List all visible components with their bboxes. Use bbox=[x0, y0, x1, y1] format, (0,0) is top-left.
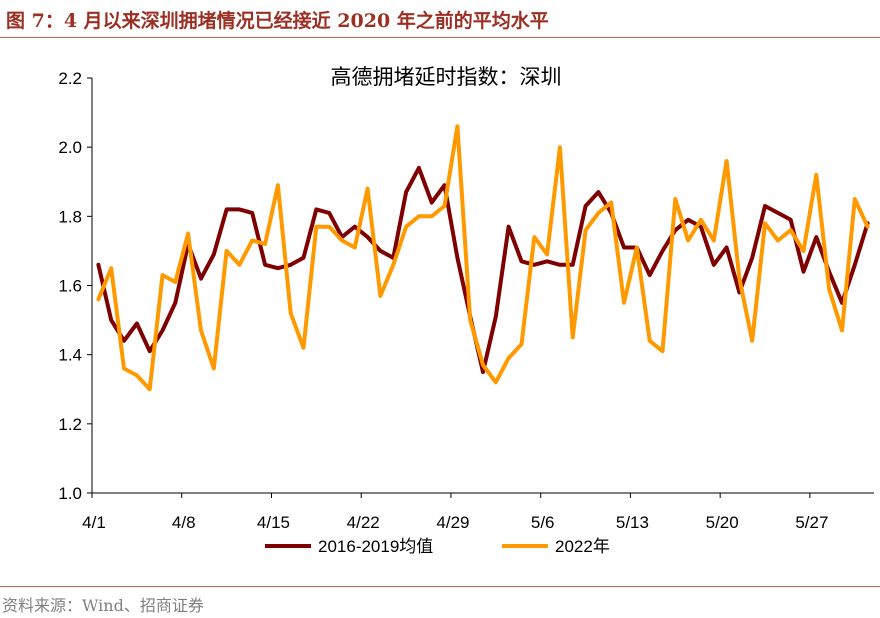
legend-label-1: 2022年 bbox=[555, 537, 610, 556]
y-tick-label: 1.2 bbox=[58, 415, 82, 434]
y-tick-label: 2.0 bbox=[58, 138, 82, 157]
x-tick-label: 4/15 bbox=[257, 513, 290, 532]
figure-header: 图 7：4 月以来深圳拥堵情况已经接近 2020 年之前的平均水平 bbox=[0, 0, 880, 38]
x-tick-label: 4/1 bbox=[82, 513, 106, 532]
header-rule bbox=[0, 37, 880, 38]
series-line-1 bbox=[96, 124, 870, 392]
footer-rule bbox=[0, 586, 880, 587]
legend-label-0: 2016-2019均值 bbox=[318, 537, 433, 556]
y-tick-label: 1.6 bbox=[58, 277, 82, 296]
y-tick-label: 1.0 bbox=[58, 484, 82, 503]
line-chart: 高德拥堵延时指数：深圳 1.0 1.2 1.4 1.6 1.8 2.0 2.2 4/1 4/8 4/… bbox=[58, 65, 874, 556]
figure-title: 图 7：4 月以来深圳拥堵情况已经接近 2020 年之前的平均水平 bbox=[6, 10, 549, 32]
x-tick-label: 4/8 bbox=[172, 513, 196, 532]
x-tick-label: 5/6 bbox=[531, 513, 555, 532]
y-tick-label: 2.2 bbox=[58, 69, 82, 88]
x-tick-label: 4/22 bbox=[347, 513, 380, 532]
x-tick-label: 5/13 bbox=[616, 513, 649, 532]
source-note: 资料来源：Wind、招商证券 bbox=[2, 596, 204, 615]
chart-title: 高德拥堵延时指数：深圳 bbox=[331, 65, 562, 89]
y-tick-label: 1.4 bbox=[58, 346, 82, 365]
series-line-0 bbox=[96, 165, 870, 374]
x-tick-label: 4/29 bbox=[436, 513, 469, 532]
y-tick-label: 1.8 bbox=[58, 207, 82, 226]
x-tick-label: 5/20 bbox=[706, 513, 739, 532]
x-tick-label: 5/27 bbox=[795, 513, 828, 532]
